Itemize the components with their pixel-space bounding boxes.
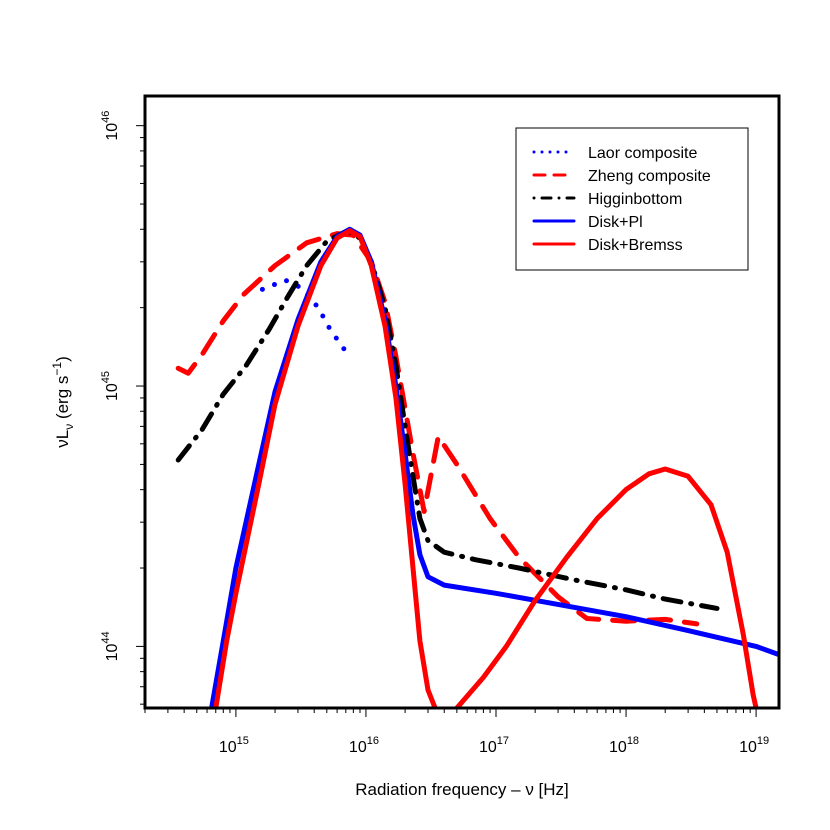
x-tick-label: 1018 [609, 735, 639, 756]
series-line-disk-bremss-hard [454, 466, 759, 708]
plot-frame [143, 94, 781, 710]
series-line-zheng-composite [175, 231, 700, 627]
x-tick-label: 1015 [219, 735, 249, 756]
y-tick-label: 1046 [100, 111, 121, 141]
x-axis-label: Radiation frequency – ν [Hz] [355, 780, 569, 799]
plot-area [175, 226, 779, 708]
y-tick-label: 1044 [100, 631, 121, 661]
legend-label: Disk+Bremss [588, 237, 683, 254]
legend-label: Disk+Pl [588, 214, 643, 231]
x-tick-label: 1017 [479, 735, 509, 756]
axes-layer: 1015 1016 1017 1018 1019 1044 1045 1046 [100, 111, 769, 756]
y-axis-label: νLν (erg s−1) [50, 356, 76, 448]
series-line-disk-bremss [213, 228, 438, 708]
legend-label: Zheng composite [588, 168, 711, 185]
legend-label: Higginbottom [588, 191, 682, 208]
legend-label: Laor composite [588, 145, 697, 162]
x-tick-label: 1019 [739, 735, 769, 756]
legend: Laor composite Zheng composite Higginbotto… [515, 127, 749, 271]
legend-box [515, 127, 749, 271]
series-line-higginbottom [175, 228, 720, 611]
x-tick-label: 1016 [349, 735, 379, 756]
series-line-disk-pl [209, 226, 779, 708]
y-tick-label: 1045 [100, 371, 121, 401]
